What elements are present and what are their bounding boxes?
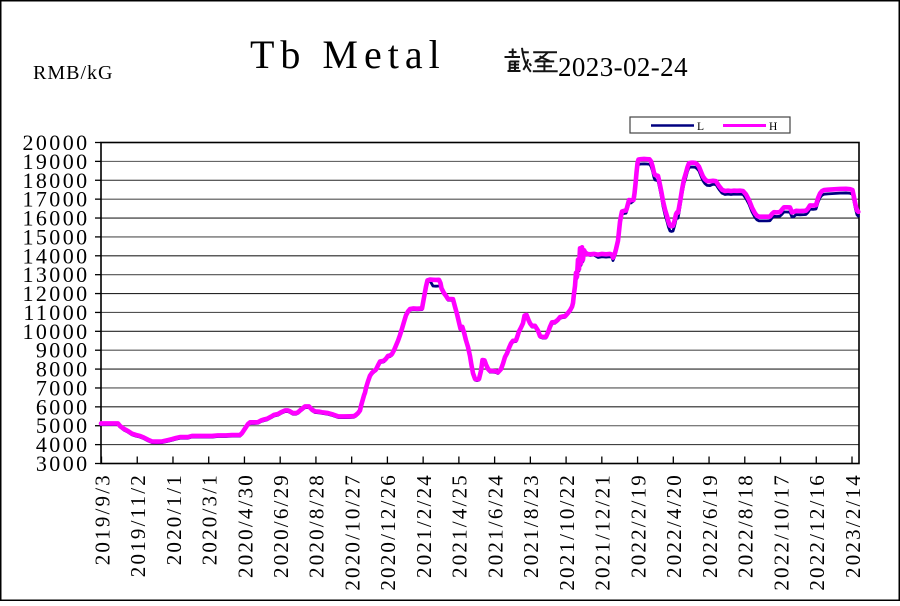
svg-text:2023/2/14: 2023/2/14 [841, 473, 865, 578]
svg-text:13000: 13000 [23, 262, 90, 287]
svg-text:2021/4/25: 2021/4/25 [448, 473, 472, 578]
svg-text:2019/9/3: 2019/9/3 [90, 473, 114, 565]
svg-text:2022/8/18: 2022/8/18 [734, 473, 758, 578]
svg-text:12000: 12000 [23, 281, 90, 306]
svg-text:2021/8/23: 2021/8/23 [519, 473, 543, 578]
svg-text:18000: 18000 [23, 168, 90, 193]
svg-text:L: L [697, 121, 704, 133]
svg-text:2020/8/28: 2020/8/28 [305, 473, 329, 578]
svg-text:3000: 3000 [36, 451, 90, 476]
svg-text:2022/4/20: 2022/4/20 [662, 473, 686, 578]
svg-text:16000: 16000 [23, 206, 90, 231]
svg-text:15000: 15000 [23, 224, 90, 249]
svg-text:2021/2/24: 2021/2/24 [412, 473, 436, 578]
svg-text:2022/6/19: 2022/6/19 [698, 473, 722, 578]
svg-text:2020/1/1: 2020/1/1 [162, 473, 186, 565]
svg-text:2021/12/21: 2021/12/21 [591, 473, 615, 591]
svg-text:2019/11/2: 2019/11/2 [126, 473, 150, 577]
svg-text:2021/6/24: 2021/6/24 [483, 473, 507, 578]
svg-text:4000: 4000 [36, 432, 90, 457]
svg-text:2020/3/1: 2020/3/1 [198, 473, 222, 565]
svg-text:Tb Metal: Tb Metal [250, 32, 446, 77]
svg-text:6000: 6000 [36, 394, 90, 419]
svg-text:2022/12/16: 2022/12/16 [805, 473, 829, 591]
svg-text:10000: 10000 [23, 319, 90, 344]
svg-text:2020/10/27: 2020/10/27 [340, 473, 364, 591]
svg-text:20000: 20000 [23, 130, 90, 155]
svg-text:8000: 8000 [36, 357, 90, 382]
svg-text:9000: 9000 [36, 338, 90, 363]
svg-text:2022/2/19: 2022/2/19 [626, 473, 650, 578]
svg-text:11000: 11000 [23, 300, 89, 325]
svg-text:2020/4/30: 2020/4/30 [233, 473, 257, 578]
svg-text:H: H [769, 121, 777, 133]
svg-text:17000: 17000 [23, 187, 90, 212]
svg-text:2020/6/29: 2020/6/29 [269, 473, 293, 578]
svg-text:7000: 7000 [36, 375, 90, 400]
svg-text:14000: 14000 [23, 243, 90, 268]
svg-text:19000: 19000 [23, 149, 90, 174]
svg-text:2023-02-24: 2023-02-24 [558, 52, 688, 82]
svg-text:RMB/kG: RMB/kG [33, 62, 113, 84]
svg-text:2022/10/17: 2022/10/17 [769, 473, 793, 591]
svg-text:2021/10/22: 2021/10/22 [555, 473, 579, 591]
svg-text:5000: 5000 [36, 413, 90, 438]
svg-text:2020/12/26: 2020/12/26 [376, 473, 400, 591]
